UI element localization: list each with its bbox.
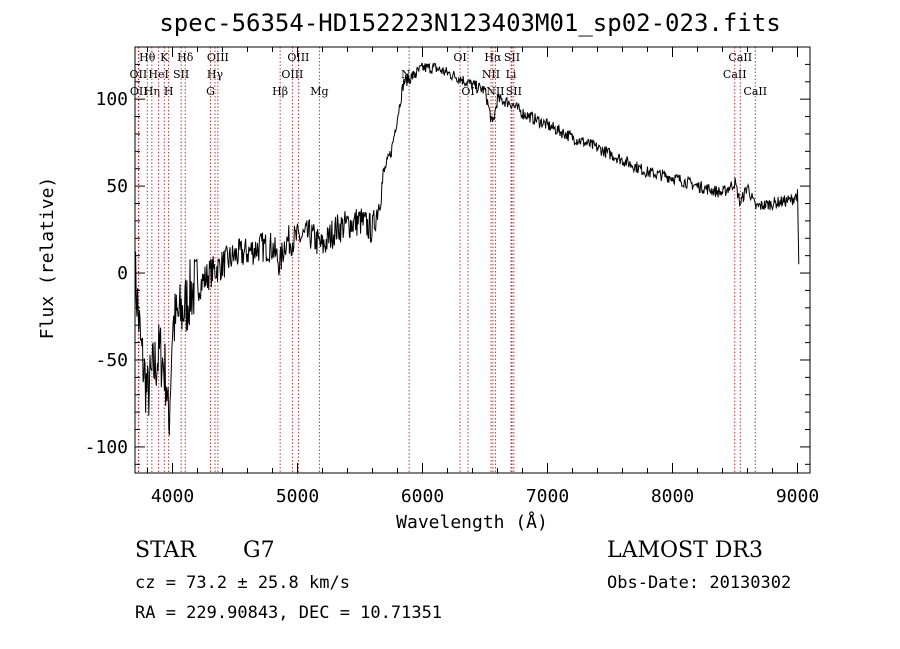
line-label: OI: [461, 85, 474, 98]
x-tick-label: 6000: [401, 486, 444, 507]
subclass-label: G7: [243, 538, 275, 563]
x-tick-label: 5000: [276, 486, 319, 507]
y-tick-label: -100: [85, 437, 128, 458]
line-label: Hα: [484, 51, 502, 64]
x-axis-label: Wavelength (Å): [396, 511, 548, 533]
x-tick-label: 7000: [526, 486, 569, 507]
spectrum-series: [134, 62, 800, 436]
line-label: Hδ: [177, 51, 194, 64]
line-label: OIII: [281, 68, 303, 81]
y-tick-label: -50: [95, 350, 128, 371]
line-label: K: [160, 51, 169, 64]
line-label: SII: [173, 68, 189, 81]
line-label: G: [206, 85, 215, 98]
line-label: OII: [130, 85, 148, 98]
line-label: Hη: [144, 85, 160, 98]
chart-title: spec-56354-HD152223N123403M01_sp02-023.f…: [159, 9, 780, 37]
line-label: OI: [453, 51, 466, 64]
coordinates: RA = 229.90843, DEC = 10.71351: [135, 603, 443, 623]
y-tick-label: 50: [106, 176, 128, 197]
redshift-cz: cz = 73.2 ± 25.8 km/s: [135, 573, 350, 593]
line-label: NII: [482, 68, 500, 81]
y-tick-label: 0: [117, 263, 128, 284]
line-label: OII: [130, 68, 148, 81]
line-label: Hθ: [139, 51, 156, 64]
line-label: CaII: [743, 85, 767, 98]
line-label: CaII: [728, 51, 752, 64]
obs-date: Obs-Date: 20130302: [607, 573, 792, 593]
x-tick-label: 8000: [651, 486, 694, 507]
line-label: Li: [506, 68, 517, 81]
line-label: HeI: [148, 68, 168, 81]
line-label: Hγ: [207, 68, 224, 81]
line-label: OIII: [207, 51, 229, 64]
line-label: OIII: [287, 51, 309, 64]
class-label: STAR: [135, 538, 196, 563]
x-tick-label: 9000: [776, 486, 819, 507]
line-label: H: [164, 85, 174, 98]
axis-ticks: 4000 5000 6000 7000 8000 9000 -100 -50 0 50 100: [85, 47, 819, 507]
y-tick-label: 100: [95, 89, 128, 110]
y-axis-label: Flux (relative): [37, 177, 58, 340]
line-label: CaII: [723, 68, 747, 81]
survey-label: LAMOST DR3: [607, 538, 763, 563]
x-tick-label: 4000: [151, 486, 194, 507]
line-label: Mg: [310, 85, 328, 98]
series-layer: [134, 62, 800, 436]
plot-frame: [134, 46, 811, 474]
line-label: SII: [504, 51, 520, 64]
line-label: NII: [486, 85, 504, 98]
line-label: SII: [506, 85, 522, 98]
line-label: Hβ: [272, 85, 288, 98]
